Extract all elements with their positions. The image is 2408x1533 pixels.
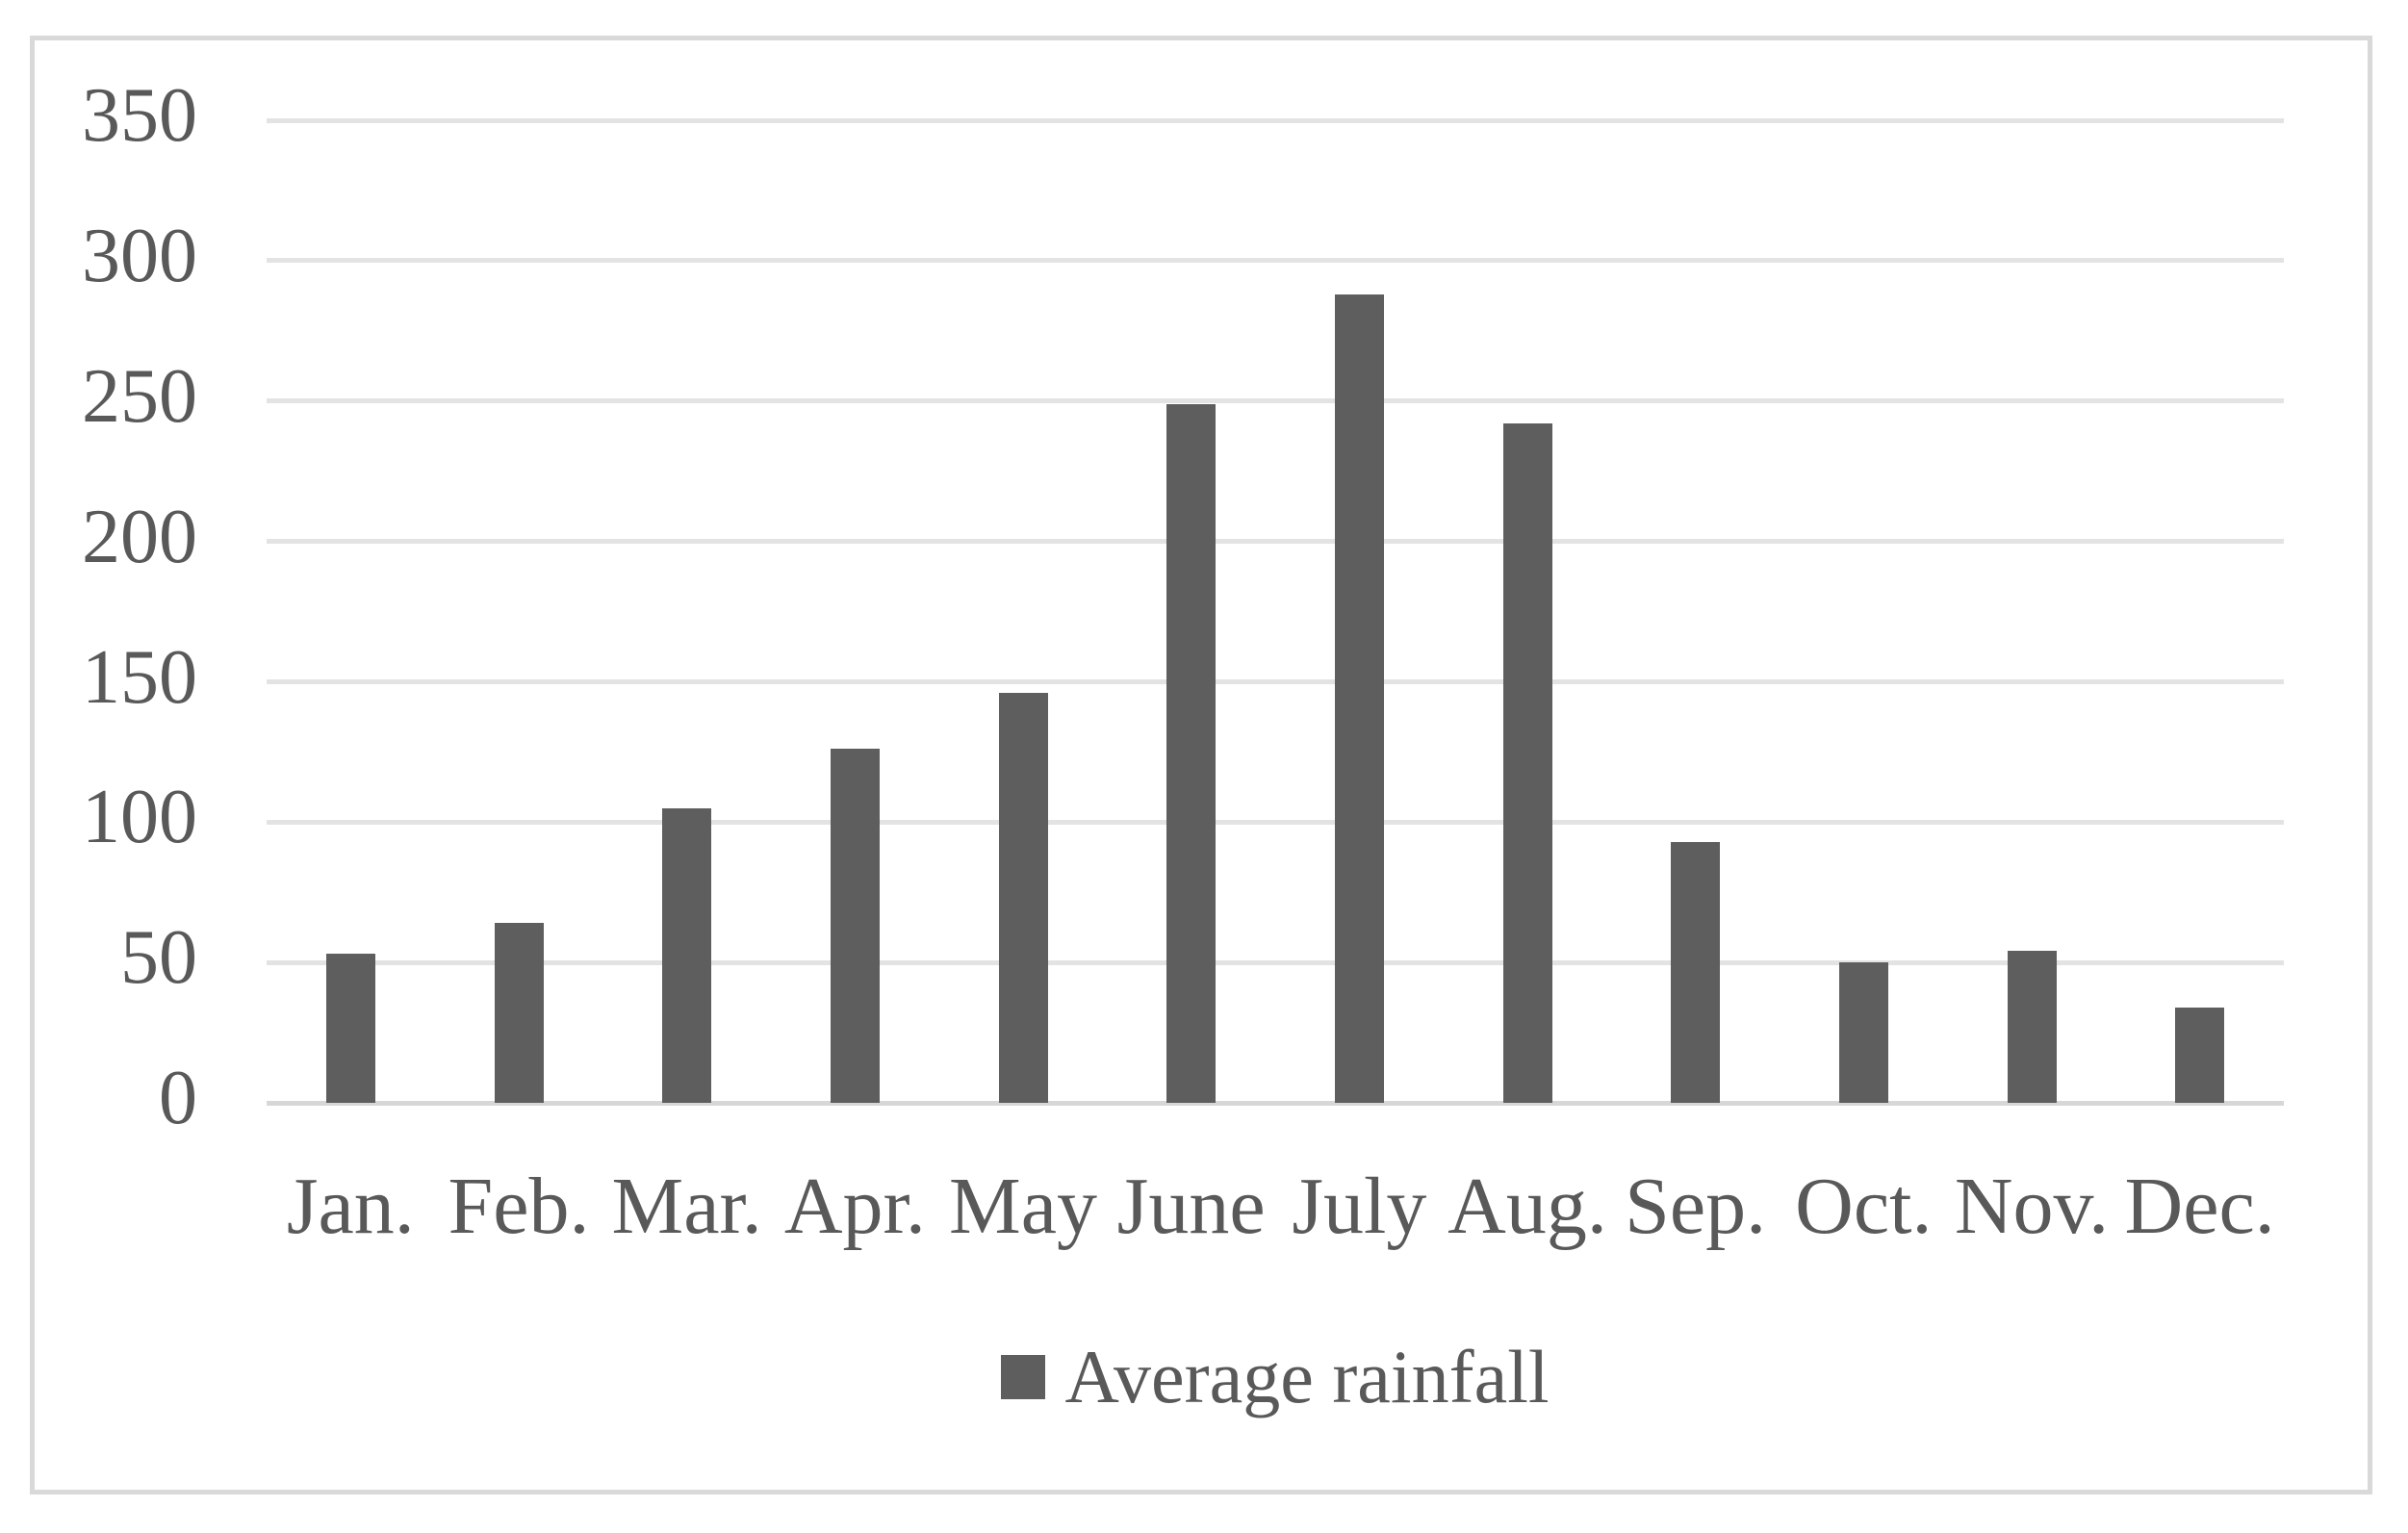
x-axis-tick-label: Feb. bbox=[448, 1162, 590, 1251]
y-axis-tick-label: 200 bbox=[82, 494, 197, 579]
bar-dec bbox=[2175, 1007, 2225, 1103]
x-axis-tick-label: Sep. bbox=[1625, 1162, 1767, 1251]
x-axis-tick-label: Jan. bbox=[286, 1162, 415, 1251]
bar-june bbox=[1166, 403, 1217, 1103]
y-axis-tick-label: 0 bbox=[159, 1056, 197, 1141]
gridline-350 bbox=[267, 117, 2284, 123]
y-axis-tick-label: 50 bbox=[120, 915, 197, 1001]
x-axis-line bbox=[267, 1100, 2284, 1106]
legend-item: Average rainfall bbox=[1001, 1335, 1550, 1418]
x-axis-tick-label: Nov. bbox=[1954, 1162, 2110, 1251]
bar-oct bbox=[1838, 962, 1888, 1103]
gridline-150 bbox=[267, 678, 2284, 684]
gridline-250 bbox=[267, 398, 2284, 404]
y-axis-tick-label: 150 bbox=[82, 634, 197, 720]
x-axis-tick-label: Apr. bbox=[783, 1162, 926, 1251]
y-axis-tick-label: 250 bbox=[82, 353, 197, 439]
bar-mar bbox=[662, 807, 712, 1103]
x-axis-tick-label: June bbox=[1116, 1162, 1266, 1251]
bar-may bbox=[998, 693, 1048, 1103]
x-axis-tick-label: Aug. bbox=[1447, 1162, 1607, 1251]
bar-sep bbox=[1671, 841, 1721, 1103]
gridline-200 bbox=[267, 539, 2284, 545]
x-axis-tick-label: Oct. bbox=[1795, 1162, 1933, 1251]
bar-july bbox=[1334, 294, 1384, 1103]
y-axis-tick-label: 350 bbox=[82, 73, 197, 159]
bar-jan bbox=[325, 954, 375, 1103]
legend-swatch-icon bbox=[1001, 1355, 1046, 1399]
y-axis-tick-label: 100 bbox=[82, 775, 197, 860]
gridline-50 bbox=[267, 959, 2284, 965]
y-axis-tick-label: 300 bbox=[82, 214, 197, 299]
gridline-300 bbox=[267, 258, 2284, 264]
bar-apr bbox=[830, 749, 880, 1103]
bar-nov bbox=[2007, 951, 2057, 1103]
gridline-100 bbox=[267, 819, 2284, 825]
x-axis-tick-label: Mar. bbox=[611, 1162, 762, 1251]
x-axis-tick-label: May bbox=[949, 1162, 1097, 1251]
x-axis-tick-label: Dec. bbox=[2124, 1162, 2275, 1251]
legend-label: Average rainfall bbox=[1064, 1335, 1550, 1418]
legend: Average rainfall bbox=[267, 1340, 2284, 1415]
bar-aug bbox=[1502, 423, 1552, 1103]
x-axis-tick-label: July bbox=[1292, 1162, 1427, 1251]
bar-feb bbox=[494, 923, 544, 1103]
